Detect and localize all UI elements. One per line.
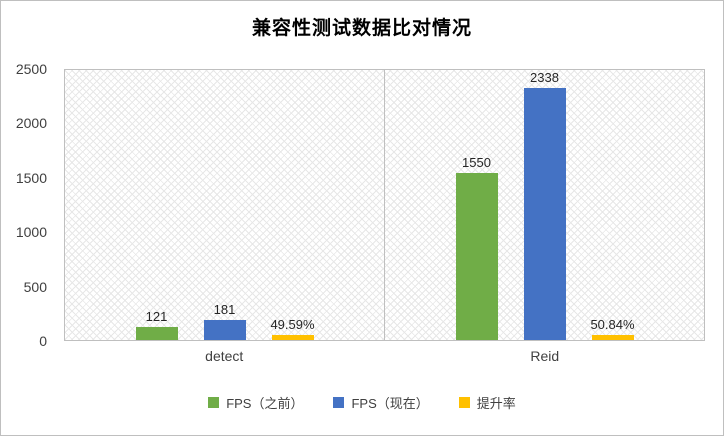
category-label: detect	[205, 348, 244, 364]
y-axis: 0 500 1000 1500 2000 2500	[1, 61, 57, 349]
bar-slot: 50.84%	[590, 70, 635, 340]
category-label: Reid	[530, 348, 560, 364]
y-axis-tick-label: 1000	[15, 224, 47, 241]
bar-slot: 2338	[523, 70, 567, 340]
bar-slot: 121	[135, 70, 179, 340]
bar	[271, 334, 314, 340]
data-label: 49.59%	[270, 316, 315, 332]
category-axis: detect Reid	[64, 348, 705, 364]
plot-area: 121 181 49.59% 1550 2338 50.84%	[64, 69, 705, 341]
legend-swatch	[208, 397, 220, 408]
data-label: 50.84%	[590, 316, 635, 332]
legend-label: 提升率	[476, 396, 516, 411]
y-axis-tick-label: 500	[23, 278, 47, 295]
chart-title: 兼容性测试数据比对情况	[251, 18, 472, 39]
bar	[455, 172, 498, 340]
legend-item: FPS（现在）	[333, 393, 429, 412]
y-axis-tick-label: 0	[39, 333, 47, 349]
legend-item: 提升率	[458, 393, 516, 412]
legend-label: FPS（现在）	[351, 396, 429, 411]
legend-item: FPS（之前）	[208, 393, 303, 412]
bar-slot: 1550	[455, 70, 499, 340]
y-axis-tick-label: 2000	[15, 115, 47, 132]
y-axis-tick-label: 1500	[15, 169, 47, 186]
legend: FPS（之前） FPS（现在） 提升率	[1, 393, 723, 412]
bar	[523, 88, 566, 340]
bar-slot: 181	[203, 70, 247, 340]
bar-slot: 49.59%	[270, 70, 315, 340]
data-label: 2338	[530, 70, 559, 85]
data-label: 181	[213, 302, 236, 318]
legend-swatch	[333, 397, 345, 408]
legend-label: FPS（之前）	[226, 396, 304, 411]
y-axis-tick-label: 2500	[15, 61, 47, 77]
bar	[591, 334, 634, 340]
category-group: 1550 2338 50.84%	[385, 70, 704, 340]
bar	[135, 326, 178, 340]
data-label: 121	[145, 308, 168, 324]
category-group: 121 181 49.59%	[65, 70, 385, 340]
data-label: 1550	[462, 154, 491, 170]
bar	[203, 320, 246, 340]
legend-swatch	[458, 397, 470, 408]
